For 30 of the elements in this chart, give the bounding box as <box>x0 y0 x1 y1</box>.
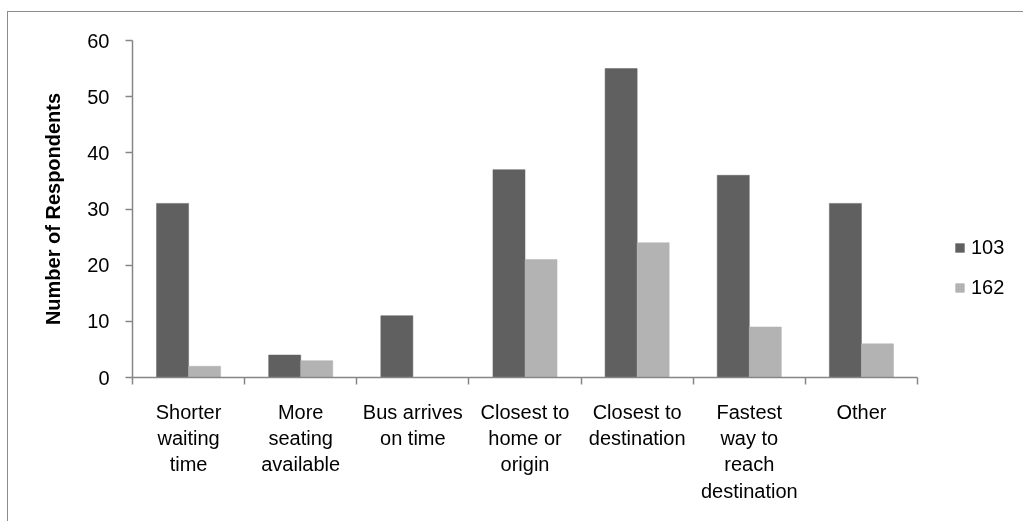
bar <box>380 315 414 378</box>
y-tick-label: 60 <box>87 29 110 52</box>
y-tick-label: 10 <box>87 310 110 333</box>
bar <box>749 326 782 378</box>
x-tick-label: Fastest way to reach destination <box>700 400 798 502</box>
y-tick-label: 30 <box>87 198 110 220</box>
bar <box>300 360 334 378</box>
x-tick-label: More seating available <box>261 400 341 476</box>
x-tick-label: Closest to home or origin <box>480 400 570 476</box>
y-axis-title: Number of Respondents <box>42 92 65 326</box>
x-tick-label: Closest to destination <box>588 400 686 449</box>
y-tick-label: 20 <box>87 254 110 277</box>
bar <box>188 366 221 378</box>
bar <box>492 169 526 378</box>
bar <box>861 343 894 378</box>
legend-label: 103 <box>971 236 1005 259</box>
bar <box>829 203 862 378</box>
x-tick-label: Bus arrives on time <box>362 400 463 449</box>
x-tick-label: Shorter waiting time <box>155 400 222 476</box>
legend-label: 162 <box>971 276 1005 299</box>
bar <box>636 242 670 378</box>
bar <box>156 203 189 378</box>
y-tick-label: 40 <box>87 141 110 164</box>
y-tick-label: 0 <box>98 366 110 389</box>
x-tick-label: Other <box>836 400 887 423</box>
bar <box>604 68 638 378</box>
bar <box>716 175 750 378</box>
bar <box>268 354 301 378</box>
y-tick-label: 50 <box>87 85 110 108</box>
bar <box>524 259 558 378</box>
